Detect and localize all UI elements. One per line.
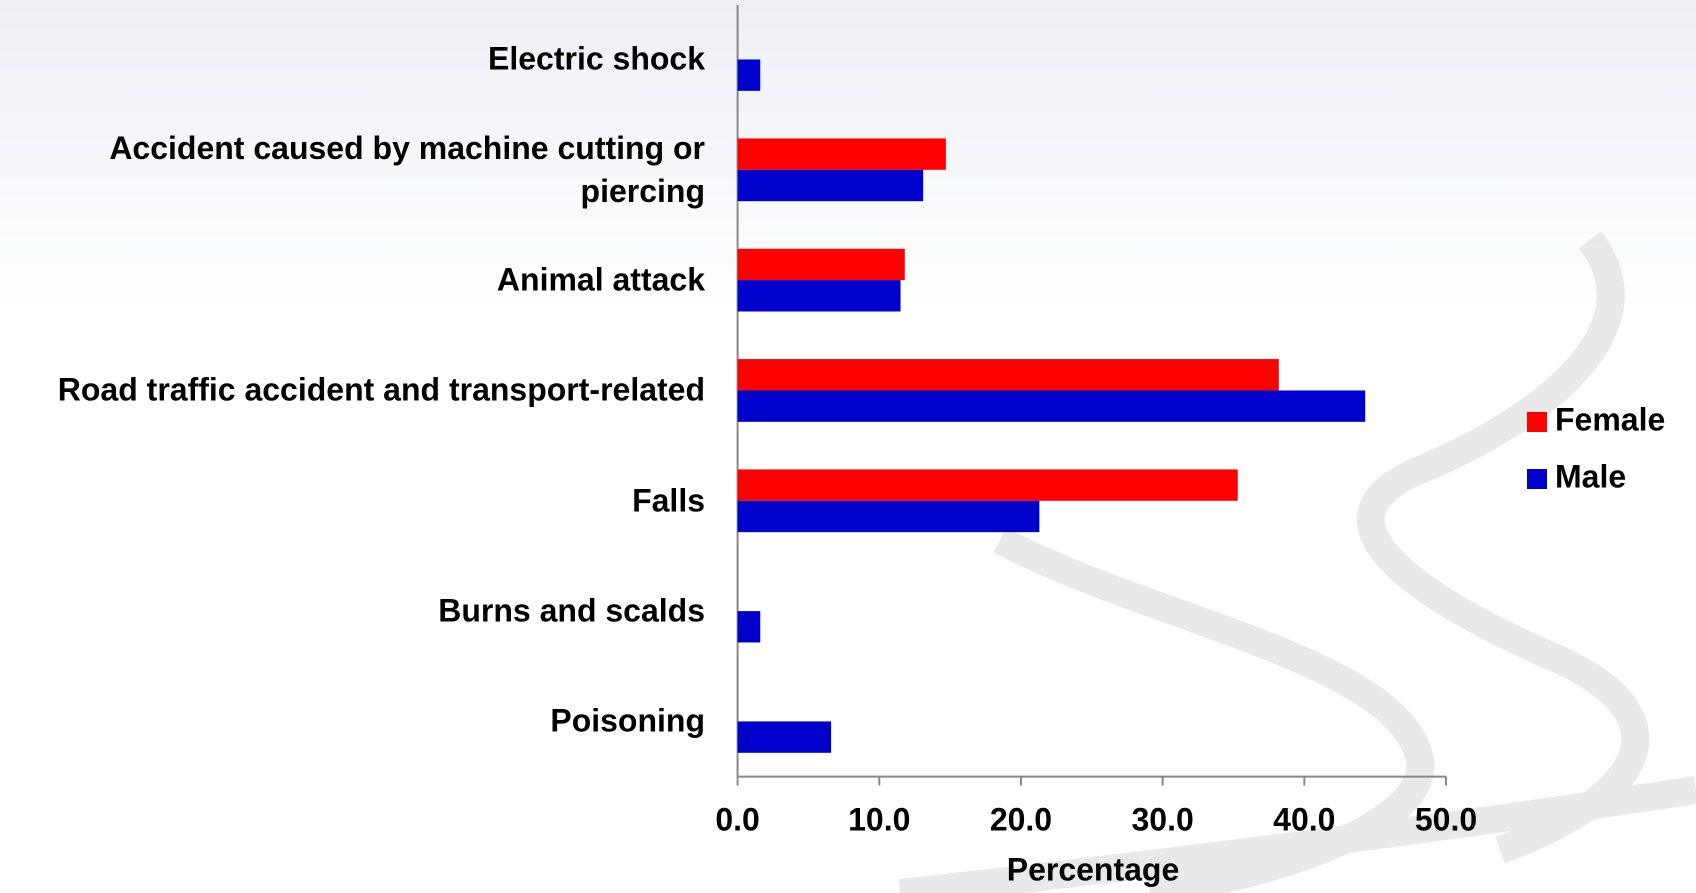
bar <box>738 721 832 752</box>
bar <box>738 611 761 642</box>
bar <box>738 390 1366 421</box>
y-tick-label: Electric shock <box>0 38 705 81</box>
x-tick-label: 30.0 <box>1131 801 1193 837</box>
x-tick-label: 10.0 <box>848 801 910 837</box>
legend-swatch <box>1527 469 1547 489</box>
bar <box>738 59 761 90</box>
x-tick-label: 0.0 <box>715 801 759 837</box>
legend-swatch <box>1527 412 1547 432</box>
legend-label: Female <box>1555 401 1665 437</box>
y-tick-label: Poisoning <box>0 700 705 743</box>
y-tick-label: Burns and scalds <box>0 590 705 633</box>
x-tick-label: 20.0 <box>990 801 1052 837</box>
x-tick-label: 50.0 <box>1415 801 1477 837</box>
x-axis-title: Percentage <box>1007 851 1180 887</box>
bar <box>738 170 924 201</box>
x-tick-label: 40.0 <box>1273 801 1335 837</box>
bar <box>738 249 905 280</box>
bar <box>738 280 901 311</box>
slide: Percentage 0.0 10.0 20.0 30.0 40.0 50.0 Female… <box>0 0 1696 893</box>
y-tick-label: Accident caused by machine cutting or pi… <box>0 127 705 213</box>
bar <box>738 501 1040 532</box>
bar <box>738 138 946 169</box>
bar <box>738 469 1238 500</box>
y-tick-label: Animal attack <box>0 259 705 302</box>
background-swoosh <box>900 240 1696 893</box>
bar <box>738 359 1279 390</box>
legend-label: Male <box>1555 458 1626 494</box>
y-tick-label: Road traffic accident and transport-rela… <box>0 369 705 412</box>
y-tick-label: Falls <box>0 479 705 522</box>
